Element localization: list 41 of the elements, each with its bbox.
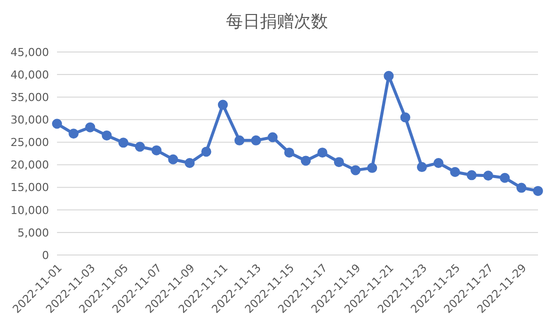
y-tick-label: 45,000 [10, 46, 49, 59]
y-tick-label: 30,000 [10, 114, 49, 127]
point [500, 172, 510, 183]
point [184, 158, 195, 168]
y-tick-label: 0 [42, 248, 49, 262]
y-tick-label: 10,000 [10, 204, 49, 217]
point [85, 122, 96, 132]
point [317, 148, 328, 158]
chart-title: 每日捐赠次数 [225, 11, 329, 33]
y-tick-label: 35,000 [10, 91, 49, 104]
y-tick-label: 40,000 [10, 68, 49, 82]
y-tick-label: 20,000 [10, 158, 49, 172]
point [466, 170, 477, 180]
point [134, 142, 145, 152]
point [201, 146, 212, 157]
point [433, 158, 444, 168]
point [102, 130, 112, 140]
y-tick-label: 25,000 [10, 136, 49, 150]
point [533, 186, 543, 196]
point [350, 165, 361, 176]
y-tick-label: 15,000 [10, 181, 49, 194]
point [450, 166, 460, 177]
point [218, 100, 228, 110]
point [118, 138, 128, 148]
point [483, 170, 494, 181]
point [367, 162, 378, 173]
point [168, 154, 178, 164]
point [152, 145, 162, 156]
point [400, 112, 410, 122]
point [334, 157, 344, 168]
point [52, 118, 62, 129]
point [68, 128, 79, 139]
point [251, 135, 262, 146]
point [234, 135, 244, 146]
point [300, 156, 311, 166]
point [284, 148, 294, 158]
point [384, 70, 394, 81]
point [416, 162, 427, 172]
y-tick-label: 5,000 [18, 226, 49, 240]
point [268, 132, 278, 142]
point [516, 182, 526, 193]
